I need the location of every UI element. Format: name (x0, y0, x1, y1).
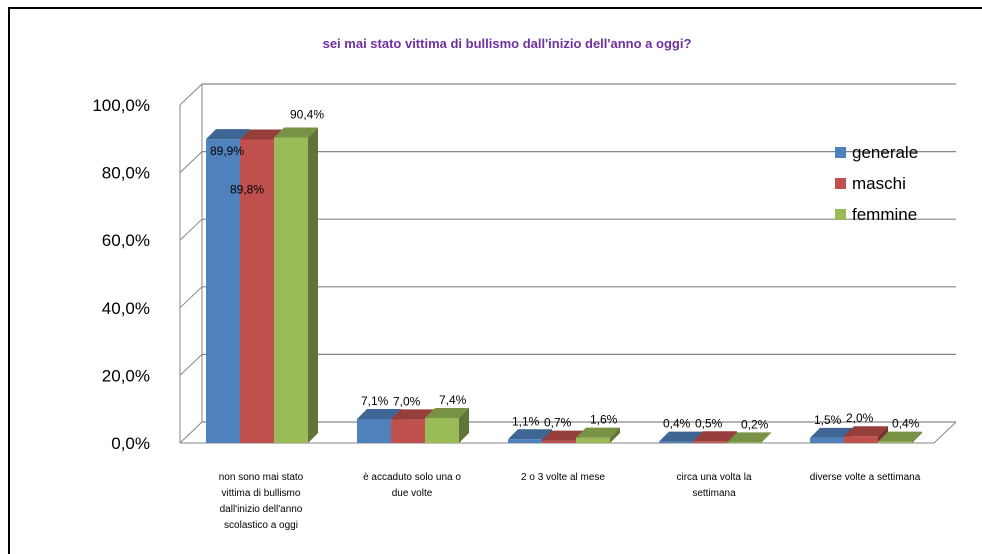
bar-front (659, 441, 693, 443)
y-tick-label: 80,0% (102, 164, 150, 183)
bar-side (308, 127, 318, 443)
chart-title: sei mai stato vittima di bullismo dall'i… (323, 36, 692, 51)
bar-top (391, 409, 435, 420)
bar-top (844, 426, 888, 437)
bar-front (844, 436, 878, 443)
bar-femmine (576, 427, 620, 443)
legend-swatch-generale (835, 147, 846, 158)
bar-front (274, 137, 308, 443)
y-tick-label: 60,0% (102, 231, 150, 250)
data-label: 0,7% (544, 416, 572, 430)
data-label: 1,6% (590, 413, 618, 427)
bar-front (508, 439, 542, 443)
bar-side (878, 426, 888, 443)
frame-border-left (8, 7, 10, 554)
y-tick-label: 40,0% (102, 299, 150, 318)
frame-border-top (8, 7, 982, 9)
bar-front (542, 440, 576, 443)
data-label: 7,4% (439, 393, 467, 407)
bar-side (761, 432, 771, 443)
bar-front (206, 139, 240, 443)
y-tick-label: 100,0% (92, 96, 150, 115)
bar-front (357, 419, 391, 443)
bar-side (912, 431, 922, 443)
bar-top (357, 409, 401, 420)
bar-top (206, 129, 250, 140)
legend-swatch-femmine (835, 209, 846, 220)
gridline-wall-1 (179, 354, 203, 376)
data-label: 2,0% (846, 411, 874, 425)
x-category-label: non sono mai stato vittima di bullismo dal… (219, 472, 304, 531)
bar-top (727, 432, 771, 443)
data-label: 0,2% (741, 417, 769, 431)
x-category-label: 2 o 3 volte al mese (521, 472, 605, 483)
bar-femmine (878, 431, 922, 443)
x-category-label: circa una volta la settimana (676, 472, 751, 499)
data-label: 89,8% (230, 182, 264, 196)
gridline-wall-4 (179, 151, 203, 173)
data-label: 7,1% (361, 394, 389, 408)
bar-top (542, 430, 586, 441)
bar-front (391, 419, 425, 443)
data-label: 90,4% (290, 107, 324, 121)
y-tick-label: 20,0% (102, 366, 150, 385)
bar-front (425, 417, 459, 443)
gridline-wall-0 (179, 421, 203, 444)
bar-top (240, 129, 284, 140)
bar-top (576, 427, 620, 438)
bar-front (810, 437, 844, 443)
bar-front (693, 441, 727, 443)
gridline-wall-5 (179, 83, 203, 106)
legend-swatch-maschi (835, 178, 846, 189)
bar-front (727, 442, 761, 443)
bar-side (610, 427, 620, 443)
bar-front (240, 139, 274, 443)
bar-top (878, 431, 922, 442)
x-category-label: è accaduto solo una o due volte (363, 472, 461, 499)
legend-label-generale: generale (852, 143, 918, 162)
data-label: 1,1% (512, 414, 540, 428)
bar-top (659, 431, 703, 442)
gridline-wall-3 (179, 218, 203, 241)
bar-top (508, 429, 552, 440)
y-tick-label: 0,0% (111, 434, 150, 453)
bar-femmine (727, 432, 771, 443)
bar-front (576, 437, 610, 443)
data-label: 0,4% (892, 417, 920, 431)
x-category-label: diverse volte a settimana (810, 472, 921, 483)
data-label: 0,4% (663, 417, 691, 431)
bar-top (810, 427, 854, 438)
data-label: 7,0% (393, 394, 421, 408)
gridline-wall-2 (179, 286, 203, 309)
bar-femmine (425, 407, 469, 443)
bar-side (459, 407, 469, 443)
bar-top (274, 127, 318, 138)
bar-top (693, 431, 737, 442)
bar-top (425, 407, 469, 418)
bar-front (878, 441, 912, 443)
data-label: 0,5% (695, 416, 723, 430)
bar-maschi (844, 426, 888, 443)
bar-femmine (274, 127, 318, 443)
data-label: 89,9% (210, 144, 244, 158)
legend-label-femmine: femmine (852, 205, 917, 224)
data-label: 1,5% (814, 413, 842, 427)
legend-label-maschi: maschi (852, 174, 906, 193)
